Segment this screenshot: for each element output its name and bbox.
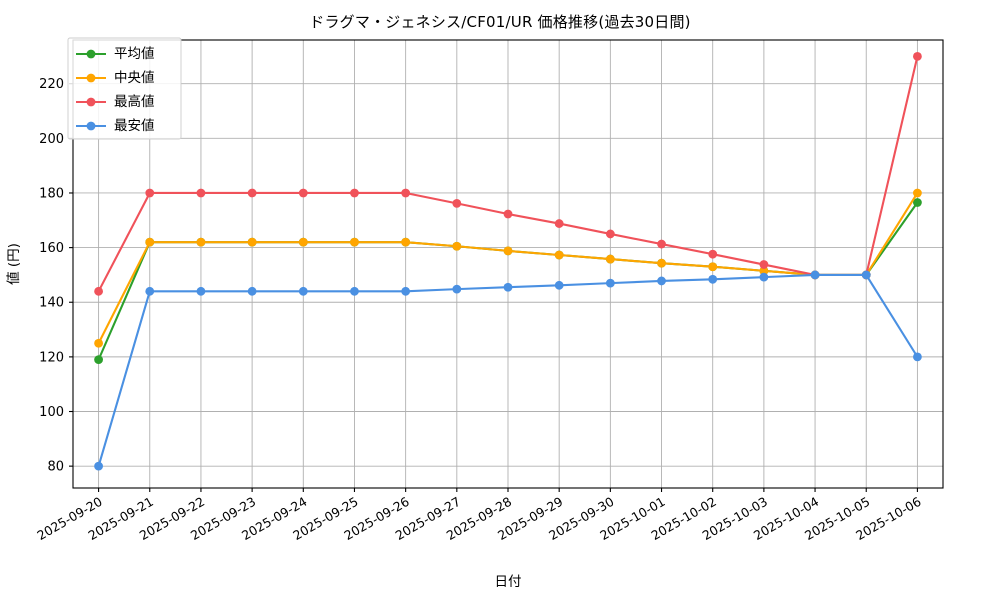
data-point [401, 188, 411, 198]
data-point [913, 51, 922, 61]
x-axis-ticks: 2025-09-202025-09-212025-09-222025-09-23… [34, 488, 924, 543]
data-point [452, 284, 462, 294]
y-tick-label: 100 [39, 405, 64, 420]
data-point [708, 262, 718, 272]
data-point [145, 188, 155, 198]
data-point [350, 188, 359, 198]
data-point [657, 239, 666, 249]
data-point [401, 286, 411, 296]
legend-marker-3 [86, 121, 96, 131]
y-tick-label: 200 [39, 132, 64, 147]
data-point [350, 237, 359, 247]
data-point [657, 258, 666, 268]
data-point [605, 278, 615, 288]
data-point [452, 198, 462, 208]
plot-frame [72, 39, 944, 489]
data-point [861, 270, 871, 280]
chart-title: ドラグマ・ジェネシス/CF01/UR 価格推移(過去30日間) [309, 13, 691, 31]
data-point [605, 254, 615, 264]
data-point [247, 188, 257, 198]
data-point [94, 461, 103, 471]
data-point [145, 237, 155, 247]
y-tick-label: 80 [47, 460, 64, 475]
data-point [452, 241, 462, 251]
data-point [94, 286, 103, 296]
x-axis-label: 日付 [495, 574, 522, 590]
y-tick-label: 140 [39, 296, 64, 311]
data-point [708, 249, 718, 259]
data-point [759, 266, 769, 276]
data-point [350, 286, 359, 296]
data-point [247, 286, 257, 296]
legend-label-0: 平均値 [114, 46, 155, 62]
legend-label-2: 最高値 [114, 93, 155, 110]
legend-label-1: 中央値 [114, 70, 155, 86]
data-point [196, 188, 206, 198]
data-point [708, 274, 718, 284]
data-point [554, 280, 564, 290]
data-point [503, 246, 513, 256]
data-point [94, 338, 103, 348]
data-point [401, 237, 411, 247]
gridlines [73, 40, 943, 488]
y-axis-label: 値 (円) [6, 243, 22, 285]
data-point [913, 198, 922, 207]
data-point [298, 286, 308, 296]
data-point [913, 352, 922, 362]
data-point [810, 270, 820, 280]
data-point [298, 237, 308, 247]
data-point [503, 282, 513, 292]
y-tick-label: 220 [39, 77, 64, 92]
data-point [94, 355, 103, 365]
data-point [554, 219, 564, 228]
y-tick-label: 160 [39, 241, 64, 256]
data-point [759, 272, 769, 282]
data-point [554, 250, 564, 260]
y-tick-label: 180 [39, 186, 64, 201]
data-point [605, 229, 615, 239]
y-tick-label: 120 [39, 350, 64, 365]
data-point [196, 237, 206, 247]
data-point [196, 286, 206, 296]
data-series [94, 51, 922, 471]
data-point [145, 286, 155, 296]
legend-label-3: 最安値 [114, 118, 155, 134]
data-point [913, 188, 922, 198]
data-point [503, 209, 513, 219]
y-axis-ticks: 80 100 120 140 160 180 200 220 [39, 77, 73, 475]
legend-marker-2 [86, 97, 96, 107]
data-point [298, 188, 308, 198]
data-point [759, 260, 769, 269]
data-point [657, 276, 666, 286]
legend-marker-0 [86, 49, 96, 59]
data-point [247, 237, 257, 247]
legend-marker-1 [86, 73, 96, 83]
